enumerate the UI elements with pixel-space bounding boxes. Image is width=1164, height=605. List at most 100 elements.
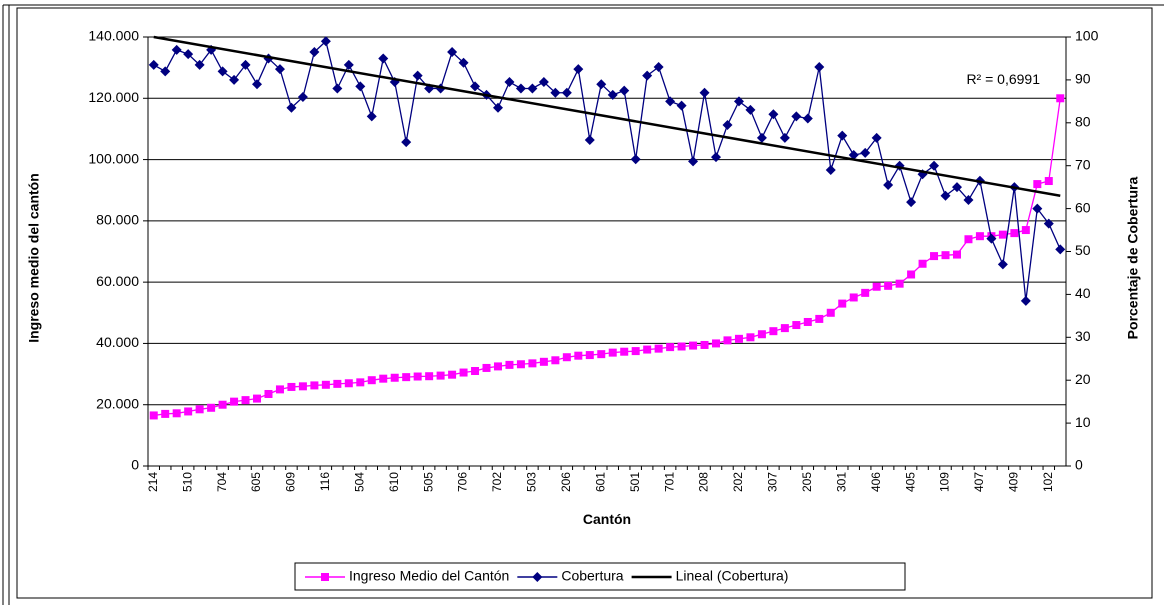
data-point: [756, 132, 767, 143]
data-point: [848, 149, 859, 160]
data-point: [412, 70, 423, 81]
data-point: [620, 347, 629, 356]
data-point: [883, 180, 894, 191]
data-point: [768, 109, 779, 120]
data-point: [447, 47, 458, 58]
data-point: [722, 119, 733, 130]
data-point: [642, 70, 653, 81]
y2-tick-label: 90: [1075, 71, 1091, 87]
data-point: [608, 348, 617, 357]
data-point: [826, 308, 835, 317]
legend-box: [294, 562, 906, 591]
data-point: [425, 372, 434, 381]
x-tick-label: 406: [869, 472, 883, 492]
data-point: [597, 350, 606, 359]
y2-tick-label: 80: [1075, 114, 1091, 130]
data-point: [734, 334, 743, 343]
data-point: [390, 373, 399, 382]
data-point: [574, 351, 583, 360]
data-point: [298, 382, 307, 391]
data-point: [596, 79, 607, 90]
data-point: [355, 81, 366, 92]
x-tick-label: 601: [593, 472, 607, 492]
data-point: [515, 83, 526, 94]
data-point: [769, 327, 778, 336]
data-point: [779, 132, 790, 143]
data-point: [860, 147, 871, 158]
y2-tick-label: 50: [1075, 242, 1091, 258]
x-tick-label: 405: [903, 472, 917, 492]
data-point: [505, 360, 514, 369]
data-point: [332, 83, 343, 94]
data-point: [802, 113, 813, 124]
y2-tick-label: 0: [1075, 457, 1083, 473]
data-point: [240, 59, 251, 70]
x-tick-label: 214: [146, 472, 160, 492]
data-point: [333, 379, 342, 388]
data-point: [712, 339, 721, 348]
data-point: [963, 195, 974, 206]
data-point: [253, 394, 262, 403]
x-tick-label: 510: [180, 472, 194, 492]
data-point: [951, 182, 962, 193]
y-axis-title: Ingreso medio del cantón: [26, 173, 42, 343]
data-point: [470, 81, 481, 92]
x-tick-label: 202: [731, 472, 745, 492]
y2-tick-label: 100: [1075, 28, 1099, 44]
y-tick-label: 40.000: [96, 334, 139, 350]
data-point: [379, 374, 388, 383]
data-point: [940, 190, 951, 201]
y2-tick-label: 40: [1075, 285, 1091, 301]
data-point: [538, 77, 549, 88]
data-point: [825, 164, 836, 175]
data-point: [631, 347, 640, 356]
x-tick-label: 605: [249, 472, 263, 492]
x-tick-label: 505: [421, 472, 435, 492]
data-point: [492, 102, 503, 113]
x-tick-label: 102: [1041, 472, 1055, 492]
x-tick-label: 206: [559, 472, 573, 492]
data-point: [838, 299, 847, 308]
data-point: [906, 197, 917, 208]
data-point: [573, 64, 584, 75]
x-tick-label: 609: [284, 472, 298, 492]
data-point: [849, 293, 858, 302]
data-point: [286, 102, 297, 113]
data-point: [274, 64, 285, 75]
y2-tick-label: 60: [1075, 199, 1091, 215]
data-point: [757, 330, 766, 339]
data-point: [471, 367, 480, 376]
data-point: [171, 44, 182, 55]
data-point: [688, 156, 699, 167]
data-point: [252, 79, 263, 90]
data-point: [516, 360, 525, 369]
data-point: [654, 344, 663, 353]
data-point: [815, 314, 824, 323]
data-point: [723, 336, 732, 345]
y-tick-label: 140.000: [88, 28, 139, 44]
data-point: [207, 403, 216, 412]
data-point: [733, 96, 744, 107]
data-point: [448, 370, 457, 379]
data-point: [653, 62, 664, 73]
data-point: [504, 77, 515, 88]
data-point: [711, 152, 722, 163]
data-point: [367, 376, 376, 385]
data-point: [241, 396, 250, 405]
data-point: [792, 321, 801, 330]
data-point: [689, 341, 698, 350]
data-point: [676, 100, 687, 111]
data-point: [964, 235, 973, 244]
data-point: [217, 66, 228, 77]
data-point: [1055, 244, 1066, 255]
x-tick-label: 409: [1007, 472, 1021, 492]
y2-tick-label: 70: [1075, 156, 1091, 172]
legend-label: Cobertura: [561, 568, 623, 584]
data-point: [1021, 226, 1030, 235]
data-point: [321, 380, 330, 389]
legend-marker: [321, 573, 329, 581]
data-point: [184, 407, 193, 416]
data-point: [1033, 180, 1042, 189]
data-point: [436, 371, 445, 380]
